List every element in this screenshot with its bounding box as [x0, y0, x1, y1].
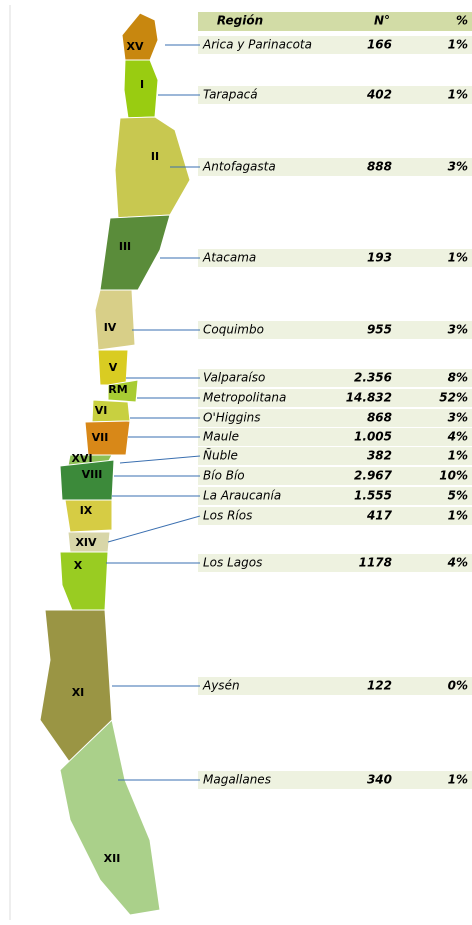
region-name: La Araucanía — [203, 489, 281, 503]
region-percent: 3% — [448, 323, 468, 337]
region-name: Tarapacá — [203, 88, 258, 102]
row-band — [198, 487, 472, 505]
region-numeral: XI — [72, 686, 85, 699]
row-band — [198, 249, 472, 267]
region-count: 417 — [366, 509, 393, 523]
region-percent: 1% — [448, 449, 468, 463]
region-percent: 1% — [448, 509, 468, 523]
leader-line — [119, 455, 201, 464]
region-name: Los Lagos — [203, 556, 262, 570]
region-count: 868 — [367, 411, 392, 425]
row-band — [198, 158, 472, 176]
region-name: Ñuble — [203, 448, 238, 463]
region-count: 14.832 — [346, 391, 392, 405]
row-band — [198, 409, 472, 427]
region-name: Arica y Parinacota — [202, 38, 312, 52]
header-region: Región — [217, 14, 263, 28]
region-numeral: V — [109, 361, 118, 374]
region-percent: 3% — [448, 411, 468, 425]
region-count: 166 — [367, 38, 392, 52]
region-count: 2.967 — [354, 469, 393, 483]
region-count: 1.005 — [354, 430, 392, 444]
region-shape — [94, 289, 136, 351]
region-numeral: VII — [92, 431, 109, 444]
region-numeral: XV — [127, 40, 144, 53]
region-numeral: XII — [104, 852, 121, 865]
region-count: 340 — [367, 773, 392, 787]
row-band — [198, 507, 472, 525]
header-band — [198, 12, 472, 31]
row-band — [198, 36, 472, 54]
region-shape — [59, 551, 109, 611]
region-numeral: VIII — [82, 468, 103, 481]
region-percent: 10% — [439, 469, 468, 483]
region-shape — [84, 420, 131, 456]
region-percent: 4% — [447, 430, 468, 444]
region-numeral: IX — [80, 504, 93, 517]
region-shape — [114, 116, 191, 219]
region-count: 382 — [367, 449, 392, 463]
region-numeral: XVI — [71, 452, 92, 465]
row-band — [198, 428, 472, 446]
row-band — [198, 86, 472, 104]
region-name: Antofagasta — [202, 160, 276, 174]
region-count: 2.356 — [354, 371, 392, 385]
region-name: Aysén — [202, 679, 240, 693]
region-numeral: III — [119, 240, 131, 253]
region-name: Los Ríos — [203, 509, 252, 523]
region-shape — [99, 214, 171, 291]
region-name: Coquimbo — [203, 323, 264, 337]
region-numeral: XIV — [75, 536, 97, 549]
table-rows: Arica y Parinacota 166 1% Tarapacá 402 1% Anto… — [106, 36, 472, 789]
region-name: Metropolitana — [203, 391, 286, 405]
row-band — [198, 677, 472, 695]
region-percent: 5% — [448, 489, 468, 503]
region-numeral: RM — [108, 383, 127, 396]
region-name: Atacama — [202, 251, 256, 265]
region-count: 122 — [367, 679, 392, 693]
region-shape — [59, 719, 161, 916]
region-percent: 1% — [448, 251, 468, 265]
region-shape — [107, 379, 139, 403]
region-name: Maule — [203, 430, 239, 444]
row-band — [198, 467, 472, 485]
region-count: 1.555 — [354, 489, 392, 503]
region-percent: 3% — [448, 160, 468, 174]
region-name: O'Higgins — [203, 411, 261, 425]
region-percent: 0% — [448, 679, 468, 693]
row-band — [198, 389, 472, 407]
region-name: Magallanes — [203, 773, 271, 787]
region-numeral: II — [151, 150, 159, 163]
row-band — [198, 554, 472, 572]
region-numeral: IV — [104, 321, 117, 334]
region-numeral: X — [74, 559, 83, 572]
region-count: 1178 — [359, 556, 392, 570]
row-band — [198, 771, 472, 789]
region-percent: 52% — [439, 391, 468, 405]
region-count: 193 — [367, 251, 392, 265]
region-numeral: VI — [95, 404, 108, 417]
row-band — [198, 447, 472, 465]
region-percent: 1% — [448, 38, 468, 52]
region-count: 955 — [367, 323, 392, 337]
region-numeral: I — [140, 78, 144, 91]
region-count: 402 — [366, 88, 392, 102]
region-shape — [64, 499, 113, 533]
header-count: N° — [374, 14, 390, 28]
row-band — [198, 369, 472, 387]
region-percent: 1% — [448, 773, 468, 787]
region-name: Valparaíso — [203, 371, 265, 385]
region-count: 888 — [367, 160, 392, 174]
leader-line — [107, 515, 201, 543]
region-percent: 8% — [448, 371, 468, 385]
region-percent: 1% — [448, 88, 468, 102]
region-name: Bío Bío — [203, 469, 245, 483]
header-percent: % — [456, 14, 468, 28]
row-band — [198, 321, 472, 339]
region-percent: 4% — [447, 556, 468, 570]
